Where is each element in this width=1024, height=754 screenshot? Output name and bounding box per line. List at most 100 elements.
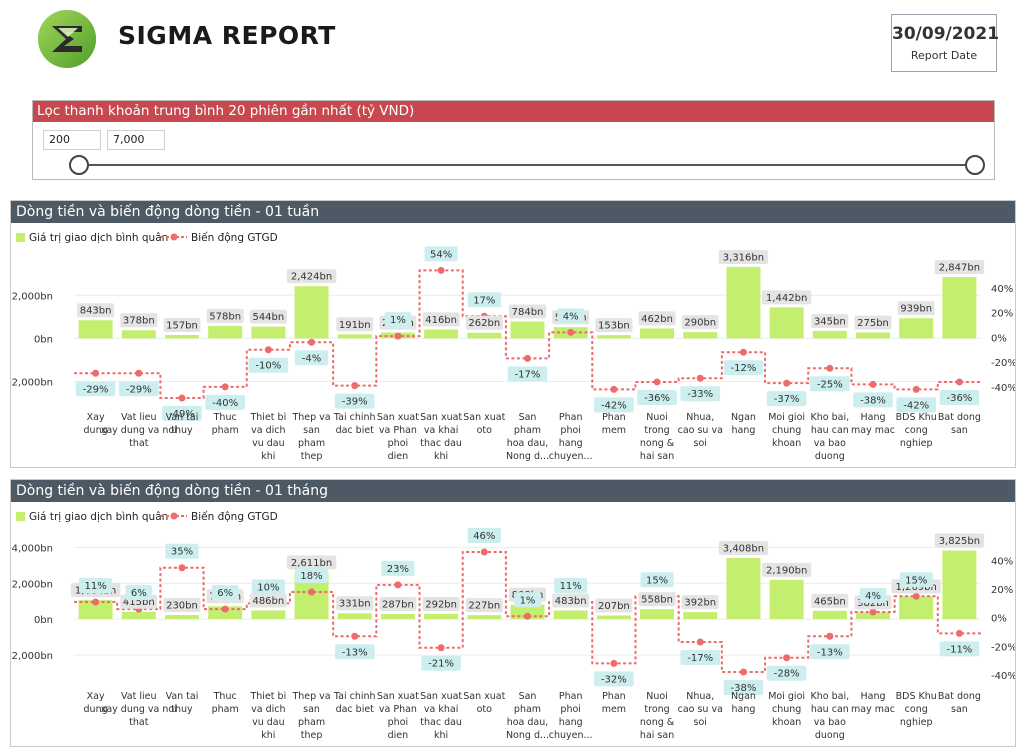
- monthly-category-label: duong: [815, 730, 845, 741]
- monthly-category-label: Vat lieu: [121, 691, 156, 702]
- weekly-category-label: San xuat: [377, 412, 419, 423]
- weekly-value-label-box: [286, 269, 337, 284]
- monthly-category-label: san: [303, 704, 320, 715]
- weekly-pct-label-box: [810, 376, 850, 392]
- weekly-category-label: san: [303, 425, 320, 436]
- weekly-value-label: 157bn: [166, 321, 198, 332]
- weekly-change-point: [308, 338, 316, 346]
- monthly-bar: [553, 610, 588, 620]
- weekly-pct-label: -29%: [126, 384, 152, 395]
- monthly-value-label-box: [811, 593, 849, 608]
- weekly-value-label: 191bn: [339, 320, 371, 331]
- monthly-change-point: [696, 638, 704, 646]
- weekly-y2-tick-label: -20%: [991, 358, 1015, 369]
- monthly-category-label: pham: [514, 704, 541, 715]
- weekly-value-label: 784bn: [512, 307, 544, 318]
- monthly-category-label: San xuat: [420, 691, 462, 702]
- monthly-category-label: hai san: [640, 730, 674, 741]
- monthly-pct-label-box: [211, 585, 239, 601]
- monthly-change-point: [610, 659, 618, 667]
- monthly-value-label: 392bn: [684, 598, 716, 609]
- weekly-category-label: va khai: [424, 425, 458, 436]
- monthly-category-label: va Phan: [379, 704, 417, 715]
- weekly-category-label: BDS Khu: [896, 412, 937, 423]
- monthly-pct-label: 1%: [520, 595, 536, 606]
- weekly-value-label: 416bn: [425, 315, 457, 326]
- monthly-value-label: 2,611bn: [291, 558, 332, 569]
- weekly-change-point: [869, 380, 877, 388]
- monthly-category-label: va dich: [251, 704, 285, 715]
- filter-max-input[interactable]: 7,000: [107, 130, 165, 150]
- monthly-bar: [812, 610, 847, 620]
- weekly-cashflow-panel: Dòng tiền và biến động dòng tiền - 01 tu…: [10, 200, 1016, 468]
- monthly-category-label: Thiet bi: [249, 691, 286, 702]
- weekly-value-label: 3,316bn: [723, 252, 764, 263]
- weekly-change-point: [912, 385, 920, 393]
- report-date-value: 30/09/2021: [892, 24, 1000, 44]
- weekly-category-label: Thep va: [291, 412, 330, 423]
- weekly-pct-label: -37%: [774, 394, 800, 405]
- weekly-change-point: [92, 369, 100, 377]
- monthly-cashflow-panel: Dòng tiền và biến động dòng tiền - 01 th…: [10, 479, 1016, 747]
- weekly-pct-label: -40%: [212, 398, 238, 409]
- monthly-bar: [640, 609, 675, 620]
- filter-title: Lọc thanh khoản trung bình 20 phiên gần …: [33, 101, 994, 122]
- monthly-category-label: pham: [212, 704, 239, 715]
- weekly-bar: [726, 266, 761, 339]
- weekly-category-label: Nuoi: [646, 412, 668, 423]
- monthly-legend-line-label: Biến động GTGD: [191, 511, 278, 523]
- monthly-bar: [78, 600, 113, 620]
- weekly-pct-label-box: [118, 381, 159, 397]
- monthly-category-label: Bat dong: [938, 691, 981, 702]
- weekly-pct-label: -42%: [903, 400, 929, 411]
- weekly-change-point: [394, 332, 402, 340]
- weekly-bar: [812, 330, 847, 339]
- monthly-pct-label: -13%: [342, 647, 368, 658]
- weekly-category-label: va bao: [814, 438, 846, 449]
- range-slider-track[interactable]: [79, 164, 976, 166]
- weekly-category-label: dien: [388, 451, 409, 462]
- monthly-category-label: khi: [261, 730, 275, 741]
- monthly-change-point: [92, 598, 100, 606]
- monthly-pct-label: 15%: [905, 575, 927, 586]
- monthly-value-label-box: [552, 593, 590, 608]
- monthly-category-label: va bao: [814, 717, 846, 728]
- monthly-category-label: khoan: [772, 717, 801, 728]
- monthly-pct-label-box: [78, 578, 113, 593]
- range-slider-min-handle[interactable]: [69, 155, 89, 175]
- monthly-pct-label-box: [554, 578, 588, 593]
- monthly-value-label: 415bn: [123, 597, 155, 608]
- weekly-category-label: cao su va: [678, 425, 723, 436]
- monthly-category-label: dung: [84, 704, 108, 715]
- monthly-bar: [596, 615, 631, 620]
- monthly-pct-label: 35%: [171, 547, 193, 558]
- weekly-category-label: nghiep: [900, 438, 933, 449]
- monthly-y2-tick-label: 0%: [991, 614, 1007, 625]
- range-slider-max-handle[interactable]: [965, 155, 985, 175]
- weekly-category-label: pham: [298, 438, 325, 449]
- weekly-category-label: Thuc: [213, 412, 237, 423]
- monthly-pct-label: -11%: [946, 644, 972, 655]
- weekly-value-label-box: [120, 313, 158, 328]
- monthly-value-label: 230bn: [166, 601, 198, 612]
- filter-min-input[interactable]: 200: [43, 130, 101, 150]
- weekly-pct-label-box: [557, 308, 585, 324]
- monthly-pct-label: 18%: [300, 571, 322, 582]
- monthly-category-label: thuy: [171, 704, 193, 715]
- weekly-change-point: [264, 346, 272, 354]
- monthly-category-label: hau can: [811, 704, 849, 715]
- weekly-pct-label-box: [205, 394, 245, 410]
- weekly-value-label: 275bn: [857, 318, 889, 329]
- weekly-bar: [294, 286, 329, 339]
- monthly-pct-label: 46%: [473, 531, 495, 542]
- monthly-pct-label: 6%: [217, 588, 233, 599]
- monthly-value-label: 3,825bn: [939, 536, 980, 547]
- weekly-category-label: may mac: [851, 425, 895, 436]
- weekly-category-label: dung: [84, 425, 108, 436]
- weekly-pct-label: -42%: [601, 400, 627, 411]
- weekly-category-label: xay dung va noi: [101, 425, 177, 436]
- weekly-category-label: Thiet bi: [249, 412, 286, 423]
- monthly-category-label: Nhua,: [686, 691, 714, 702]
- weekly-pct-label: 4%: [563, 311, 579, 322]
- weekly-change-point: [135, 369, 143, 377]
